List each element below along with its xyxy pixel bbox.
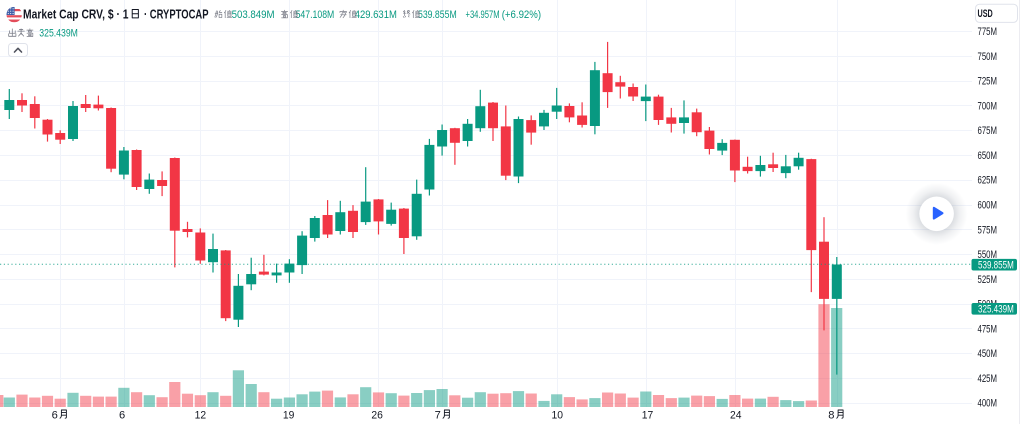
svg-text:USD: USD [978,8,993,20]
svg-text:675M: 675M [978,125,998,137]
svg-text:+34.957M: +34.957M [466,9,500,21]
svg-text:547.108M: 547.108M [296,9,335,21]
svg-text:17: 17 [642,410,654,422]
svg-text:12: 12 [195,410,207,422]
svg-text:450M: 450M [978,348,998,360]
svg-text:539.855M: 539.855M [418,9,457,21]
svg-text:775M: 775M [978,26,998,38]
svg-text:6: 6 [119,410,125,422]
svg-text:650M: 650M [978,150,998,162]
svg-text:6: 6 [52,410,58,422]
svg-text:625M: 625M [978,175,998,187]
svg-text:525M: 525M [978,274,998,286]
svg-text:400M: 400M [978,398,998,410]
svg-text:725M: 725M [978,76,998,88]
svg-text:429.631M: 429.631M [355,9,397,21]
svg-text:475M: 475M [978,323,998,335]
svg-text:325.439M: 325.439M [39,28,78,40]
svg-text:700M: 700M [978,100,998,112]
svg-text:· CRYPTOCAP: · CRYPTOCAP [144,8,209,22]
svg-text:750M: 750M [978,51,998,63]
svg-text:10: 10 [552,410,564,422]
svg-text:8: 8 [828,410,834,422]
svg-text:575M: 575M [978,224,998,236]
svg-text:7: 7 [435,410,441,422]
svg-text:600M: 600M [978,200,998,212]
svg-text:24: 24 [730,410,742,422]
svg-text:425M: 425M [978,373,998,385]
svg-text:26: 26 [371,410,383,422]
svg-text:539.855M: 539.855M [978,259,1014,271]
svg-text:550M: 550M [978,249,998,261]
svg-text:325.439M: 325.439M [978,303,1014,315]
svg-text:Market Cap CRV, $ · 1: Market Cap CRV, $ · 1 [23,8,129,22]
svg-text:503.849M: 503.849M [232,9,275,21]
svg-text:19: 19 [283,410,295,422]
svg-text:(+6.92%): (+6.92%) [502,9,541,21]
